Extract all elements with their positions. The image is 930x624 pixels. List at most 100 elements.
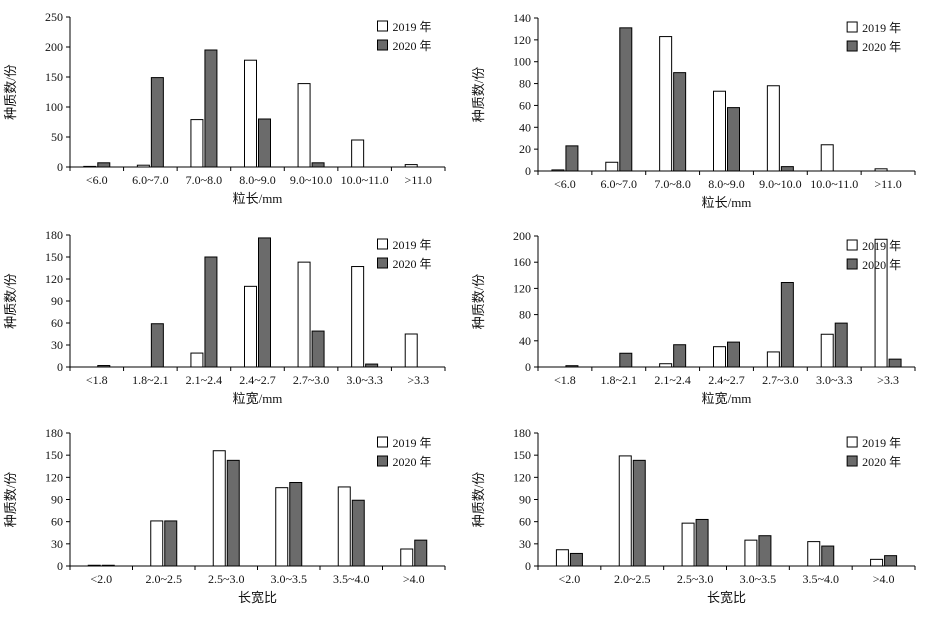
y-tick-label: 40: [519, 334, 531, 348]
bar-2020: [695, 518, 709, 567]
bar-2019: [659, 36, 673, 172]
bar-2020: [888, 358, 902, 368]
x-tick-label: 2.5~3.0: [208, 572, 245, 586]
x-axis-label: 粒宽/mm: [702, 391, 752, 406]
bar-2020: [780, 282, 794, 368]
x-axis-label: 长宽比: [707, 590, 746, 605]
legend-label: 2020 年: [862, 455, 901, 469]
bar-2020: [632, 459, 646, 567]
bar-2020: [414, 539, 428, 567]
x-tick-label: 10.0~11.0: [810, 177, 858, 191]
bar-2019: [400, 548, 414, 567]
bar-2019: [404, 333, 418, 368]
bar-2019: [870, 558, 884, 567]
x-tick-label: 2.5~3.0: [677, 572, 714, 586]
bar-2019: [351, 139, 365, 168]
y-tick-label: 200: [45, 40, 63, 54]
bar-2019: [713, 90, 726, 172]
y-tick-label: 0: [57, 360, 63, 374]
x-tick-label: >4.0: [873, 572, 895, 586]
legend-swatch: [846, 21, 858, 33]
y-tick-label: 150: [45, 448, 63, 462]
bar-2019: [244, 59, 257, 168]
y-tick-label: 180: [45, 426, 63, 440]
x-tick-label: >3.3: [877, 373, 899, 387]
y-tick-label: 150: [513, 448, 531, 462]
y-tick-label: 150: [45, 250, 63, 264]
bar-2019: [820, 144, 834, 172]
bar-2020: [164, 520, 178, 567]
x-tick-label: <6.0: [554, 177, 576, 191]
x-tick-label: >3.3: [407, 373, 429, 387]
y-tick-label: 80: [519, 77, 531, 91]
bar-2019: [605, 161, 619, 172]
y-tick-label: 200: [513, 229, 531, 243]
bar-2020: [565, 145, 579, 172]
x-tick-label: 6.0~7.0: [132, 173, 169, 187]
bar-2020: [101, 564, 115, 567]
x-tick-label: 10.0~11.0: [341, 173, 389, 187]
bar-2020: [780, 166, 794, 172]
bar-2019: [337, 486, 351, 567]
y-tick-label: 120: [45, 470, 63, 484]
y-axis-label: 种质数/份: [471, 274, 486, 330]
x-tick-label: <2.0: [559, 572, 581, 586]
bar-2019: [190, 119, 204, 168]
legend-swatch: [377, 455, 388, 467]
bar-2020: [289, 482, 303, 567]
bar-2020: [97, 162, 111, 168]
bar-2019: [212, 450, 226, 567]
legend-swatch: [846, 258, 858, 270]
legend-swatch: [846, 239, 858, 251]
x-tick-label: 3.0~3.3: [816, 373, 853, 387]
bar-2020: [727, 341, 740, 368]
y-tick-label: 40: [519, 120, 531, 134]
bar-2020: [673, 344, 687, 368]
bar-2020: [365, 363, 379, 368]
y-tick-label: 180: [45, 228, 63, 242]
y-tick-label: 120: [513, 470, 531, 484]
bar-2020: [311, 330, 325, 368]
y-tick-label: 150: [45, 70, 63, 84]
bar-2020: [673, 72, 687, 172]
y-tick-label: 0: [57, 160, 63, 174]
legend-label: 2019 年: [393, 20, 432, 34]
bar-2020: [884, 555, 898, 567]
bar-2019: [659, 363, 673, 368]
bar-2019: [136, 164, 150, 168]
bar-2020: [619, 352, 633, 368]
chart-panel-2: 0 20 40 60 80 100 120 140 <6.0 6.0~7.0 7.0~8.0 8.0~…: [471, 11, 916, 210]
x-axis-label: 粒宽/mm: [233, 391, 283, 406]
bar-2020: [619, 27, 633, 172]
x-tick-label: 7.0~8.0: [654, 177, 691, 191]
y-axis-label: 种质数/份: [3, 273, 18, 329]
bar-2019: [744, 539, 758, 567]
x-tick-label: 2.1~2.4: [186, 373, 223, 387]
x-tick-label: 8.0~9.0: [239, 173, 276, 187]
y-tick-label: 120: [45, 272, 63, 286]
x-tick-label: 3.0~3.5: [740, 572, 777, 586]
x-tick-label: <2.0: [90, 572, 112, 586]
bar-2019: [297, 261, 311, 368]
x-tick-label: 2.0~2.5: [146, 572, 183, 586]
y-tick-label: 30: [519, 537, 531, 551]
x-tick-label: >4.0: [403, 572, 425, 586]
x-tick-label: 1.8~2.1: [132, 373, 169, 387]
bar-2020: [150, 77, 164, 168]
x-tick-label: >11.0: [874, 177, 901, 191]
x-tick-label: 6.0~7.0: [601, 177, 638, 191]
y-tick-label: 60: [51, 515, 63, 529]
x-tick-label: 1.8~2.1: [601, 373, 638, 387]
x-tick-label: 9.0~10.0: [759, 177, 802, 191]
legend-swatch: [377, 20, 388, 32]
bar-2019: [874, 238, 888, 368]
bar-2020: [150, 323, 164, 368]
x-tick-label: 7.0~8.0: [186, 173, 223, 187]
y-tick-label: 30: [51, 537, 63, 551]
x-tick-label: 3.0~3.5: [271, 572, 308, 586]
x-tick-label: 2.4~2.7: [239, 373, 276, 387]
bar-2019: [766, 85, 780, 172]
y-tick-label: 120: [513, 281, 531, 295]
bar-2019: [150, 520, 164, 567]
